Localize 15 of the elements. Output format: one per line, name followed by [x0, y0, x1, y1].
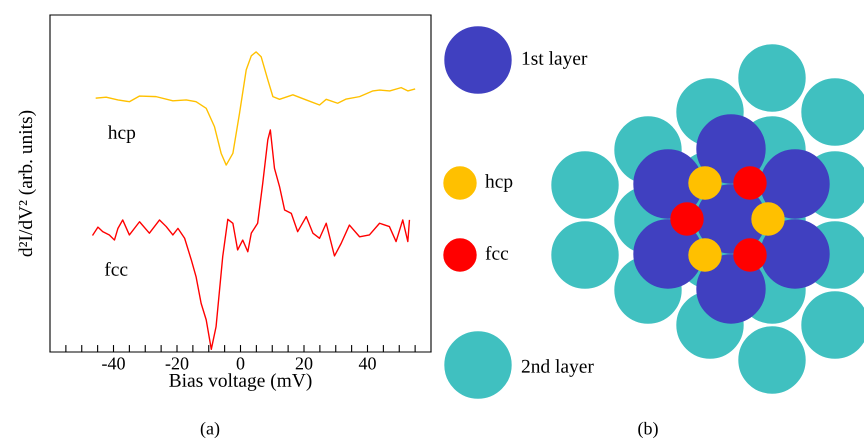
text: (a) [200, 422, 220, 438]
series-label: fcc [104, 262, 128, 276]
x-tick-label: -40 [102, 357, 125, 370]
text: fcc [486, 246, 508, 260]
x-tick-label: 20 [296, 357, 312, 370]
series-label: hcp [108, 125, 136, 143]
x-axis-title: Bias voltage (mV) [169, 373, 312, 391]
y-axis-title: d²I/dV² (arb. units) [18, 110, 36, 256]
text: 2nd layer [522, 359, 594, 377]
text: (b) [638, 422, 658, 438]
text: 1st layer [522, 51, 588, 69]
text: hcp [485, 174, 512, 192]
x-tick-label: 0 [236, 357, 244, 370]
x-tick-label: -20 [166, 357, 188, 370]
x-tick-label: 40 [358, 357, 376, 370]
